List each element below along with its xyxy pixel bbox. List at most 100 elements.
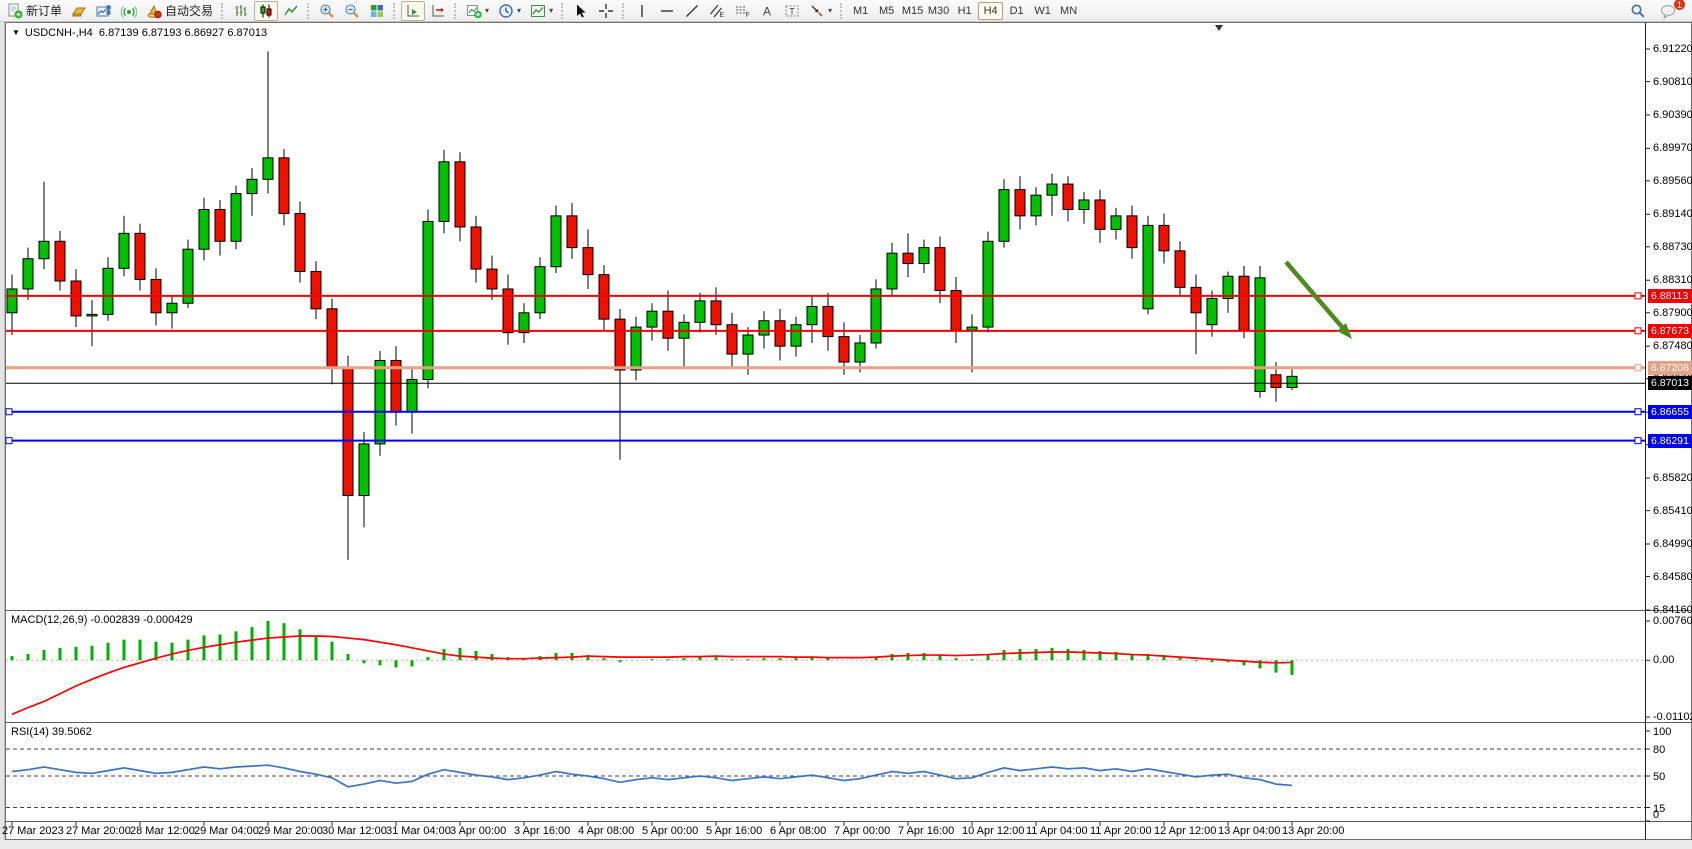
candle-body: [1142, 224, 1154, 310]
timeframe-button-h4[interactable]: H4: [978, 1, 1004, 20]
candle-body: [1126, 215, 1138, 249]
candle-body: [1110, 215, 1122, 230]
candle-body: [70, 280, 82, 317]
macd-indicator-label: MACD(12,26,9) -0.002839 -0.000429: [11, 614, 193, 626]
candle-body: [278, 157, 290, 214]
window-left-gutter: [0, 22, 5, 840]
candle-body: [262, 157, 274, 180]
vertical-line-icon: [641, 4, 643, 17]
timeframe-button-mn[interactable]: MN: [1060, 4, 1078, 17]
market-watch-icon: [72, 7, 86, 16]
cursor-icon: [577, 4, 586, 17]
notifications-button[interactable]: 1: [1656, 0, 1686, 21]
timeframe-button-m1[interactable]: M1: [852, 4, 869, 17]
dropdown-caret-icon: ▾: [485, 6, 490, 15]
toolbar-right: 1: [1626, 0, 1689, 21]
search-icon: [1631, 4, 1645, 18]
timeframe-group: M1 M5 M15 M30 H1 H4 D1 W1 MN: [848, 1, 1081, 20]
timeframe-button-d1[interactable]: D1: [1009, 4, 1024, 17]
line-handle: [1634, 292, 1642, 300]
zoom-in-button[interactable]: [315, 1, 339, 21]
main-toolbar: 新订单 自动交易: [0, 0, 1692, 22]
line-handle: [5, 408, 13, 416]
fibonacci-tool-button[interactable]: F: [730, 1, 754, 21]
line-chart-icon: [284, 5, 298, 15]
candle-body: [1238, 275, 1250, 331]
cursor-tool-button[interactable]: [569, 1, 593, 21]
market-watch-button[interactable]: [67, 1, 91, 21]
trend-arrow-annotation[interactable]: [1284, 260, 1344, 329]
candle-body: [822, 305, 834, 338]
candle-body: [1078, 199, 1090, 210]
arrows-icon: [811, 5, 823, 16]
auto-trading-button[interactable]: 自动交易: [142, 1, 217, 21]
candle-body: [358, 443, 370, 497]
chart-shift-icon: [432, 4, 445, 16]
indicators-button[interactable]: ▾: [462, 1, 493, 21]
indicators-icon: [467, 4, 482, 18]
line-chart-type-button[interactable]: [279, 1, 303, 21]
candle-body: [518, 312, 530, 334]
data-window-button[interactable]: [92, 1, 116, 21]
svg-text:F: F: [746, 12, 750, 19]
zoom-out-button[interactable]: [340, 1, 364, 21]
timeframe-button-w1[interactable]: W1: [1034, 4, 1051, 17]
rsi-indicator-label: RSI(14) 39.5062: [11, 726, 92, 738]
templates-button[interactable]: ▾: [526, 1, 557, 21]
tile-windows-button[interactable]: [365, 1, 389, 21]
candle-body: [182, 248, 194, 304]
periods-button[interactable]: ▾: [494, 1, 525, 21]
timeframe-button-m15[interactable]: M15: [901, 4, 924, 17]
horizontal-line-tool-button[interactable]: [655, 1, 679, 21]
text-label-tool-button[interactable]: T: [780, 1, 804, 21]
bar-chart-type-button[interactable]: [229, 1, 253, 21]
new-order-button[interactable]: 新订单: [3, 1, 66, 21]
candle-body: [1206, 297, 1218, 326]
candle-body: [1286, 375, 1298, 388]
toolbar-separator: [561, 2, 565, 19]
candle-body: [1174, 250, 1186, 288]
timeframe-button-m30[interactable]: M30: [927, 4, 950, 17]
candle-body: [294, 212, 306, 272]
candle-body: [342, 367, 354, 497]
line-handle: [1634, 408, 1642, 416]
chart-title-caret-icon: ▼: [12, 28, 20, 37]
data-window-icon: [96, 4, 112, 16]
candle-body: [1046, 183, 1058, 196]
auto-scroll-button[interactable]: [401, 0, 426, 21]
candle-body: [854, 342, 866, 363]
candle-body: [982, 240, 994, 328]
candle-body: [246, 178, 258, 195]
trendline-icon: [686, 4, 699, 17]
dropdown-caret-icon: ▾: [828, 6, 833, 15]
candle-body: [166, 302, 178, 314]
trend-arrow-head: [1337, 323, 1352, 339]
timeframe-button-m5[interactable]: M5: [878, 4, 895, 17]
candle-body: [326, 308, 338, 369]
candle-body: [630, 326, 642, 371]
candle-body: [310, 270, 322, 310]
timeframe-button-h1[interactable]: H1: [957, 4, 972, 17]
dropdown-caret-icon: ▾: [517, 6, 522, 15]
horizontal-line-icon: [661, 9, 674, 12]
periods-clock-icon: [499, 3, 513, 18]
chart-symbol-timeframe: USDCNH-,H4: [24, 27, 93, 39]
candle-body: [998, 189, 1010, 242]
chart-shift-button[interactable]: [426, 1, 450, 21]
crosshair-tool-button[interactable]: [594, 1, 618, 21]
arrows-tool-button[interactable]: ▾: [805, 1, 836, 21]
search-button[interactable]: [1626, 1, 1650, 21]
candle-body: [582, 247, 594, 276]
candle-body: [598, 274, 610, 320]
candle-body: [214, 208, 226, 242]
vertical-line-tool-button[interactable]: [630, 1, 654, 21]
navigator-button[interactable]: [117, 1, 141, 21]
trendline-tool-button[interactable]: [680, 1, 704, 21]
text-tool-button[interactable]: A: [755, 1, 779, 21]
macd-signal-line: [11, 635, 1293, 716]
candlestick-chart-type-button[interactable]: [254, 0, 279, 21]
fibonacci-icon: F: [736, 6, 750, 19]
equidistant-channel-tool-button[interactable]: E: [705, 1, 729, 21]
